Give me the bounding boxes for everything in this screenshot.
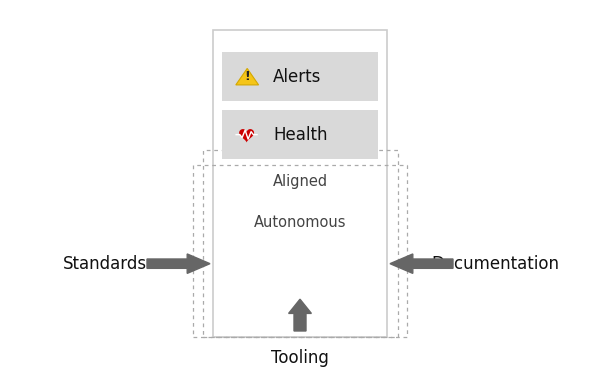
- Polygon shape: [236, 68, 259, 85]
- Text: Aligned: Aligned: [272, 174, 328, 189]
- Text: Documentation: Documentation: [431, 255, 559, 273]
- Text: !: !: [244, 70, 250, 83]
- Polygon shape: [239, 129, 254, 142]
- FancyBboxPatch shape: [222, 110, 378, 159]
- FancyArrow shape: [289, 299, 311, 331]
- Text: Alerts: Alerts: [273, 68, 322, 86]
- Text: Autonomous: Autonomous: [254, 215, 346, 230]
- Text: Standards: Standards: [63, 255, 147, 273]
- FancyBboxPatch shape: [222, 52, 378, 101]
- Text: Tooling: Tooling: [271, 349, 329, 367]
- Text: Health: Health: [273, 126, 328, 144]
- FancyArrow shape: [390, 254, 453, 273]
- FancyArrow shape: [147, 254, 210, 273]
- FancyBboxPatch shape: [213, 30, 387, 337]
